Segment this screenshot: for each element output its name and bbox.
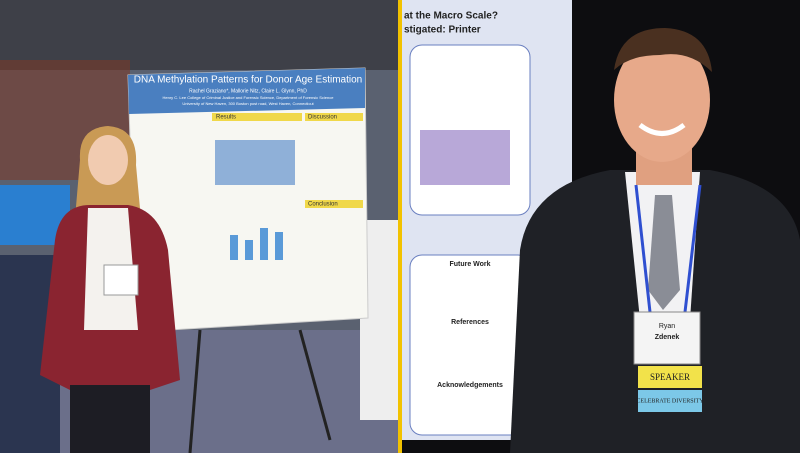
section-heading: Discussion xyxy=(308,115,337,121)
hair xyxy=(614,28,712,72)
face xyxy=(614,38,710,162)
section-heading: Conclusion xyxy=(308,202,338,208)
poster-table xyxy=(215,140,295,185)
poster-heading: stigated: Printer xyxy=(404,25,481,36)
poster-graph-bar xyxy=(245,240,253,260)
ribbon-label: SPEAKER xyxy=(650,372,690,382)
ceiling xyxy=(0,0,398,70)
right-photo: at the Macro Scale? stigated: Printer Fu… xyxy=(402,0,800,453)
pants xyxy=(70,385,150,453)
section-bar xyxy=(305,113,363,121)
poster-graph-bar xyxy=(230,235,238,260)
badge-first-name: Ryan xyxy=(659,323,675,330)
poster-graph-bar xyxy=(275,232,283,260)
badge-last-name: Zdenek xyxy=(655,334,680,341)
ribbon xyxy=(638,390,702,412)
smile xyxy=(638,122,686,136)
tie xyxy=(648,195,680,310)
poster-graph xyxy=(420,130,510,185)
section-heading: Future Work xyxy=(449,261,490,268)
poster-title: DNA Methylation Patterns for Donor Age E… xyxy=(134,75,362,86)
poster-title-bar xyxy=(128,68,365,114)
left-photo: DNA Methylation Patterns for Donor Age E… xyxy=(0,0,398,453)
poster-authors: Rachel Graziano*, Mallorie Nitz, Claire … xyxy=(189,88,307,94)
ribbon-label: CELEBRATE DIVERSITY xyxy=(636,398,704,404)
poster-panel xyxy=(409,254,531,436)
easel-leg xyxy=(188,329,202,453)
poster-affiliation: Henry C. Lee College of Criminal Justice… xyxy=(163,95,335,100)
section-bar xyxy=(305,200,363,208)
poster-graph-bar xyxy=(260,228,268,260)
section-heading: References xyxy=(451,319,489,326)
poster-heading: at the Macro Scale? xyxy=(404,11,498,22)
section-heading: Acknowledgements xyxy=(437,382,503,389)
ribbon xyxy=(638,366,702,388)
lanyard xyxy=(634,184,702,313)
poster-address: University of New Haven, 300 Boston post… xyxy=(182,101,314,106)
section-bar xyxy=(212,113,302,121)
name-badge xyxy=(103,264,139,296)
easel-leg xyxy=(298,329,332,441)
badge xyxy=(633,311,701,365)
face xyxy=(88,135,128,185)
section-heading: Results xyxy=(216,115,236,121)
divider xyxy=(398,0,402,453)
